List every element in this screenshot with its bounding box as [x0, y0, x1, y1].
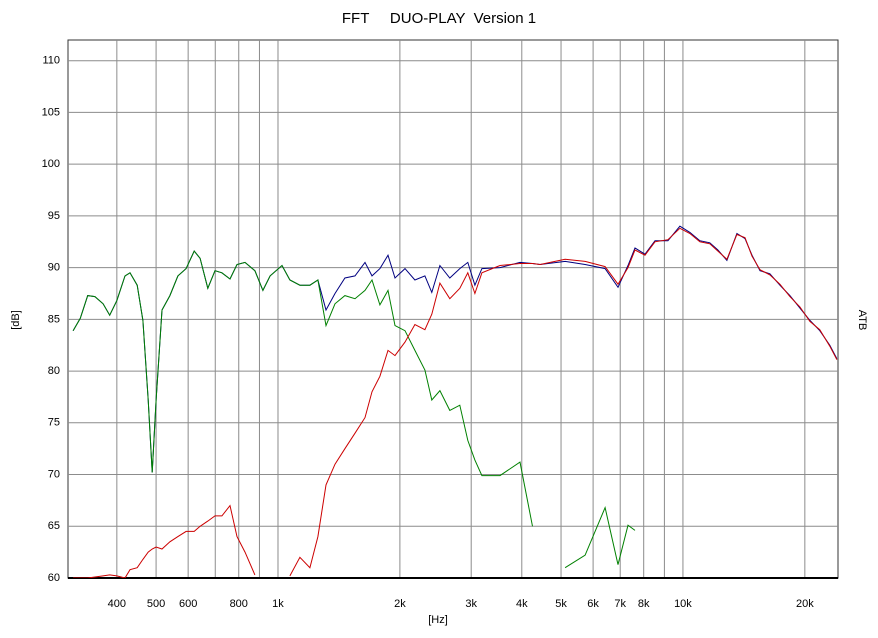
y-tick-label: 100: [42, 158, 60, 170]
y-tick-label: 85: [48, 313, 60, 325]
y-tick-label: 105: [42, 106, 60, 118]
x-axis-label: [Hz]: [428, 614, 448, 626]
y-tick-label: 70: [48, 468, 60, 480]
x-tick-label: 6k: [587, 598, 599, 610]
x-tick-label: 4k: [516, 598, 528, 610]
y-tick-label: 80: [48, 365, 60, 377]
x-tick-label: 1k: [272, 598, 284, 610]
x-tick-label: 600: [179, 598, 197, 610]
x-tick-label: 8k: [638, 598, 650, 610]
x-tick-label: 3k: [465, 598, 477, 610]
x-tick-label: 5k: [555, 598, 567, 610]
x-tick-label: 7k: [614, 598, 626, 610]
y-tick-label: 60: [48, 572, 60, 584]
x-tick-label: 2k: [394, 598, 406, 610]
chart-title: FFT DUO-PLAY Version 1: [342, 10, 536, 27]
right-label: ATB: [856, 310, 868, 331]
x-tick-label: 400: [108, 598, 126, 610]
y-tick-label: 90: [48, 262, 60, 274]
series-line: [72, 250, 636, 569]
y-tick-label: 110: [42, 55, 60, 67]
x-tick-label: 20k: [796, 598, 814, 610]
x-tick-label: 10k: [674, 598, 692, 610]
x-tick-label: 500: [147, 598, 165, 610]
plot-area: [67, 39, 839, 579]
series-line: [73, 227, 838, 578]
y-tick-label: 95: [48, 210, 60, 222]
y-tick-label: 65: [48, 520, 60, 532]
y-tick-label: 75: [48, 417, 60, 429]
x-tick-label: 800: [230, 598, 248, 610]
y-axis-label: [dB]: [10, 310, 22, 330]
